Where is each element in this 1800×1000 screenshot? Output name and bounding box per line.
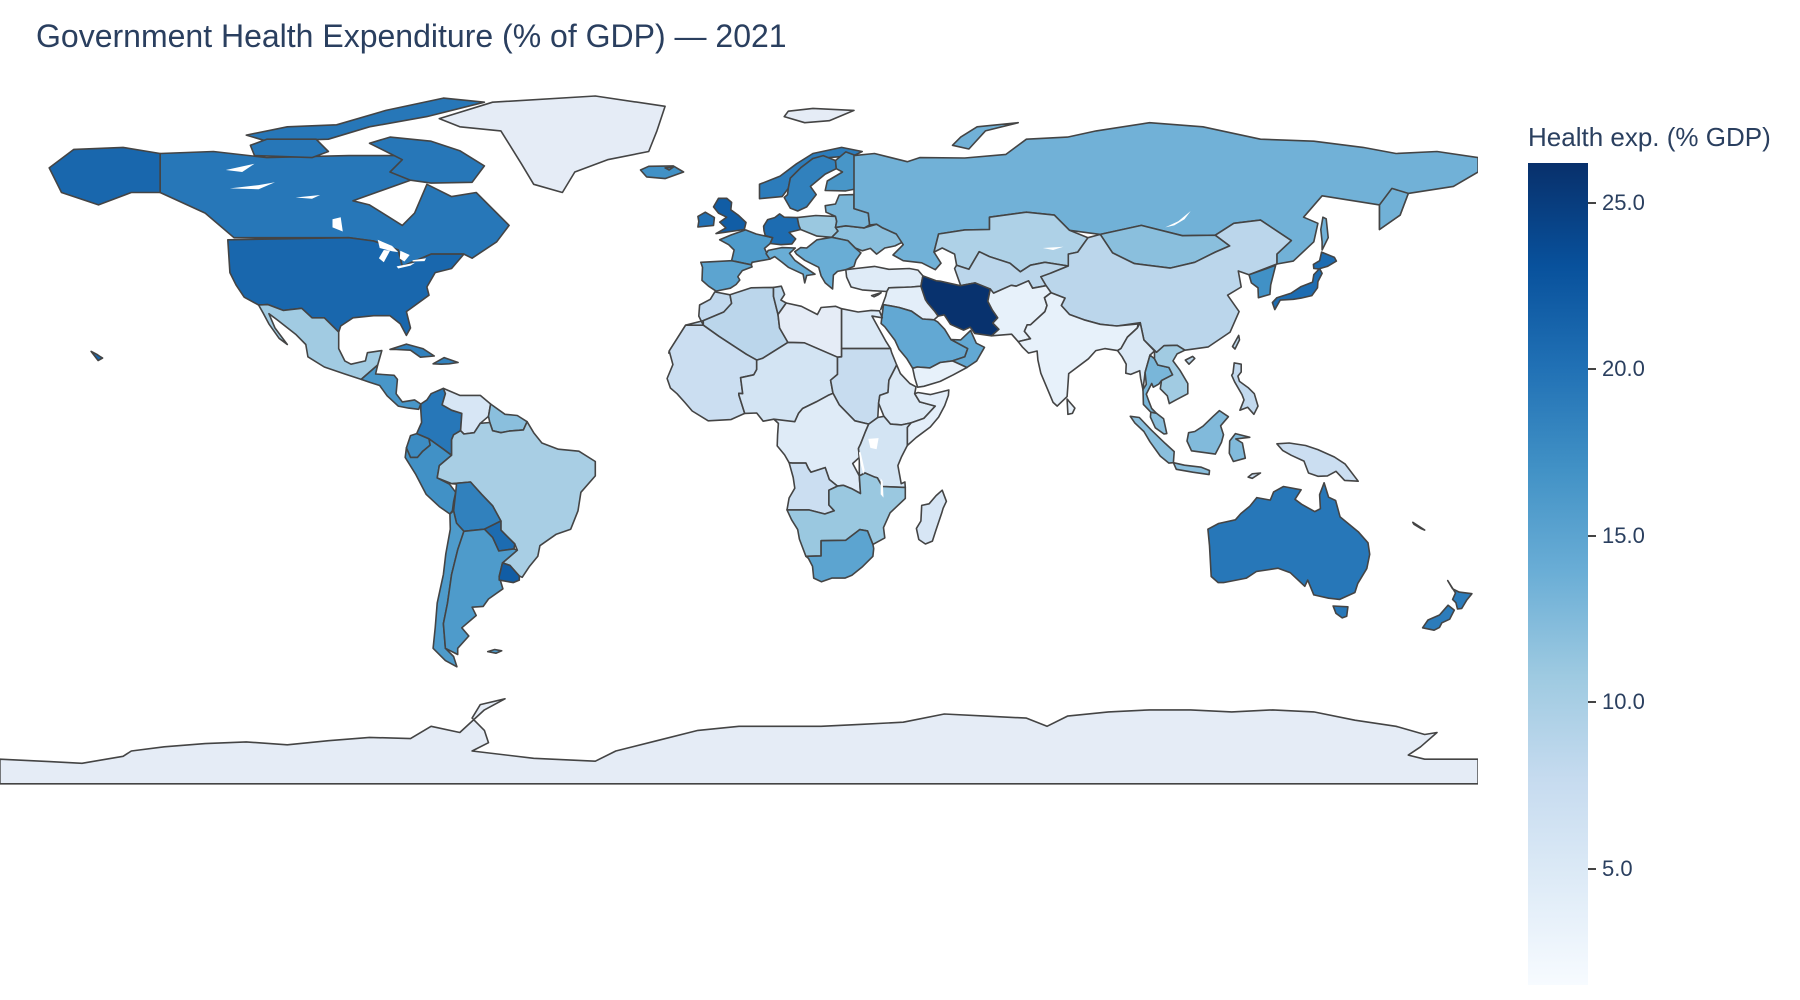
region-central-america[interactable] (360, 364, 422, 411)
region-vietnam-laos[interactable] (1153, 344, 1189, 405)
colorbar-ticklabel: 15.0 (1602, 522, 1645, 548)
region-cuba[interactable] (389, 343, 436, 359)
region-svalbard[interactable] (783, 107, 855, 124)
region-java[interactable] (1172, 461, 1211, 476)
region-new-zealand[interactable] (1446, 579, 1473, 610)
region-uruguay[interactable] (498, 562, 521, 584)
region-cyprus[interactable] (870, 291, 882, 298)
region-falklands[interactable] (486, 648, 503, 655)
region-sulawesi[interactable] (1228, 432, 1251, 463)
region-sri-lanka[interactable] (1066, 398, 1076, 416)
lake (1042, 246, 1064, 250)
lake (225, 163, 255, 172)
region-new-zealand-s[interactable] (1421, 604, 1456, 632)
region-greenland[interactable] (438, 95, 666, 194)
lake (880, 478, 884, 498)
lake (858, 452, 865, 475)
region-new-caledonia[interactable] (1412, 521, 1426, 531)
region-taiwan[interactable] (1231, 334, 1241, 350)
lake (378, 250, 390, 263)
region-poland[interactable] (796, 214, 839, 239)
region-malay-peninsula[interactable] (1149, 411, 1168, 435)
lake (412, 258, 427, 262)
region-alaska[interactable] (48, 146, 161, 206)
region-argentina[interactable] (442, 528, 519, 656)
region-philippines[interactable] (1230, 362, 1259, 416)
region-japan[interactable] (1271, 267, 1323, 311)
colorbar-tickmark (1588, 534, 1596, 537)
region-italy[interactable] (765, 246, 816, 284)
lake (399, 250, 410, 262)
region-oman-uae[interactable] (950, 329, 986, 369)
colorbar-title: Health exp. (% GDP) (1528, 122, 1771, 152)
region-novaya-zemlya[interactable] (951, 121, 1020, 150)
region-kamchatka-fix[interactable] (1378, 187, 1410, 231)
region-balkans[interactable] (793, 236, 862, 290)
region-hawaii[interactable] (90, 350, 104, 362)
colorbar-tickmark (1588, 201, 1596, 204)
region-hainan[interactable] (1184, 355, 1196, 366)
region-papua-new-guinea[interactable] (1276, 442, 1359, 483)
region-borneo[interactable] (1186, 409, 1230, 455)
region-guianas[interactable] (487, 403, 528, 434)
region-victoria-island[interactable] (249, 138, 330, 159)
lake (377, 239, 399, 253)
colorbar-tickmark (1588, 867, 1596, 870)
colorbar-ticklabel: 25.0 (1602, 189, 1645, 215)
region-australia[interactable] (1207, 481, 1371, 601)
region-madagascar[interactable] (915, 489, 948, 545)
chart-title: Government Health Expenditure (% of GDP)… (36, 18, 787, 54)
lake (332, 217, 343, 232)
region-south-africa[interactable] (805, 528, 875, 583)
region-korea[interactable] (1248, 264, 1277, 299)
map-regions (0, 95, 1478, 785)
region-antarctica[interactable] (0, 697, 1478, 785)
colorbar-gradient (1528, 163, 1588, 985)
colorbar-ticklabel: 5.0 (1602, 855, 1633, 881)
region-united-kingdom[interactable] (712, 197, 747, 235)
region-iceland2[interactable] (664, 166, 675, 171)
lake (396, 262, 415, 269)
region-myanmar[interactable] (1116, 321, 1156, 398)
colorbar-ticklabel: 10.0 (1602, 689, 1645, 715)
lake (229, 182, 275, 190)
region-yemen[interactable] (911, 360, 968, 389)
region-timor[interactable] (1247, 472, 1262, 480)
lake (868, 438, 879, 450)
region-japan-hokkaido[interactable] (1312, 251, 1338, 270)
colorbar-ticklabel: 20.0 (1602, 356, 1645, 382)
region-sakhalin[interactable] (1320, 216, 1329, 251)
region-germany[interactable] (762, 213, 802, 246)
colorbar-tickmark (1588, 701, 1596, 704)
region-east-africa[interactable] (857, 415, 912, 489)
region-tasmania[interactable] (1332, 605, 1349, 619)
region-ireland[interactable] (697, 211, 716, 228)
colorbar-tickmark (1588, 368, 1596, 371)
region-malaysia-sumatra[interactable] (1129, 415, 1175, 464)
lake (295, 195, 321, 199)
region-somalia[interactable] (906, 389, 950, 447)
region-baffin-island[interactable] (368, 136, 486, 184)
region-spain[interactable] (699, 259, 753, 292)
region-jamaica-haiti[interactable] (432, 356, 459, 366)
region-iraq-levant[interactable] (879, 285, 939, 321)
region-iceland[interactable] (639, 165, 685, 180)
